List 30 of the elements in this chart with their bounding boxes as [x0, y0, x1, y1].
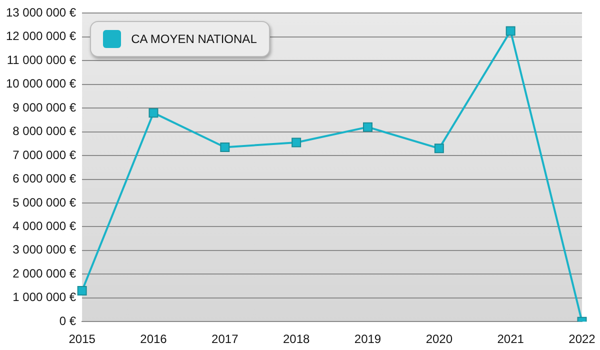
y-tick-label: 12 000 000 € [6, 29, 76, 44]
y-tick-label: 10 000 000 € [6, 76, 76, 91]
y-tick-label: 13 000 000 € [6, 6, 76, 20]
point [434, 144, 444, 154]
point [506, 26, 516, 36]
y-tick-label: 3 000 000 € [12, 242, 76, 257]
x-tick-label: 2017 [212, 332, 239, 346]
y-tick-label: 7 000 000 € [12, 148, 76, 162]
y-tick-label: 4 000 000 € [12, 219, 76, 234]
x-tick-label: 2019 [354, 332, 382, 346]
point [220, 142, 230, 152]
y-tick-label: 11 000 000 € [6, 52, 76, 67]
y-tick-label: 2 000 000 € [12, 266, 76, 280]
y-tick-label: 8 000 000 € [12, 124, 76, 138]
x-tick-label: 2016 [140, 332, 168, 346]
point [292, 138, 302, 148]
point [363, 122, 372, 132]
y-tick-label: 1 000 000 € [12, 290, 76, 304]
x-tick-label: 2015 [68, 332, 96, 346]
y-tick-label: 5 000 000 € [12, 195, 76, 210]
x-tick-label: 2018 [282, 332, 310, 346]
point [77, 286, 87, 296]
point [148, 108, 158, 118]
y-tick-label: 0 € [59, 314, 76, 328]
legend-label: CA MOYEN NATIONAL [131, 32, 257, 46]
x-tick-label: 2020 [426, 332, 453, 346]
y-tick-label: 9 000 000 € [12, 100, 76, 114]
x-tick-label: 2022 [568, 332, 596, 346]
y-tick-label: 6 000 000 € [12, 172, 76, 186]
x-tick-label: 2021 [497, 332, 524, 346]
